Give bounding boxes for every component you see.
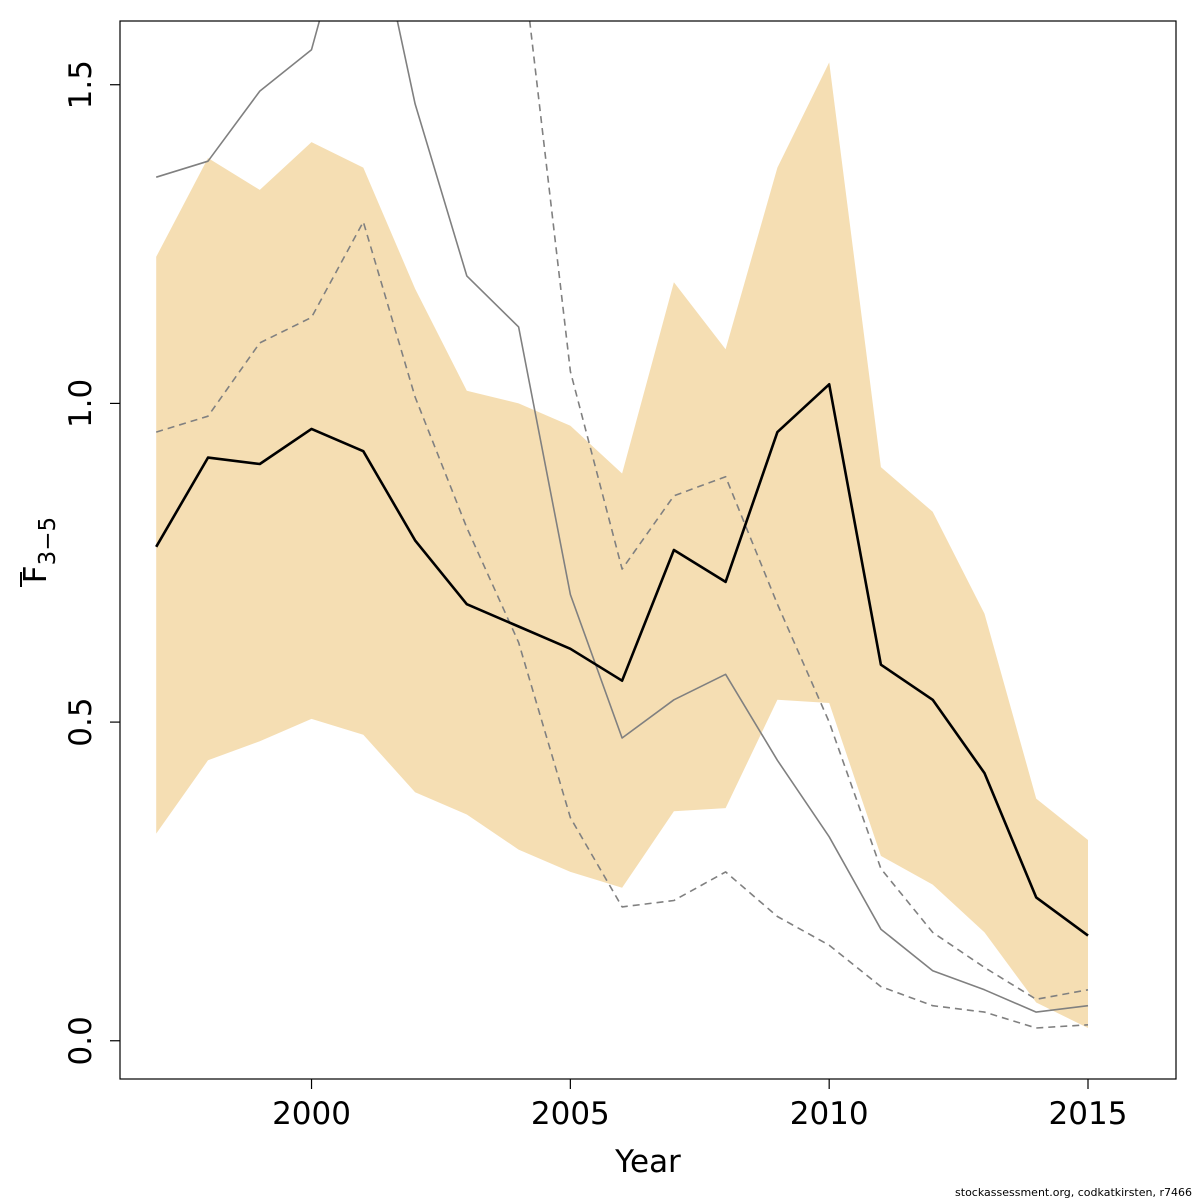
svg-text:F3−5: F3−5	[18, 517, 61, 583]
series-line-estimate	[155, 383, 1089, 937]
y-tick-label: 1.5	[63, 60, 99, 109]
y-axis: 0.0 0.5 1.0 1.5	[63, 60, 120, 1065]
series-line-upper-dashed	[155, 221, 1089, 1029]
y-tick-label: 1.0	[63, 379, 99, 428]
x-tick-label: 2000	[272, 1096, 351, 1132]
band-polygon	[156, 62, 1088, 1028]
x-tick-label: 2015	[1049, 1096, 1128, 1132]
x-tick-label: 2010	[790, 1096, 869, 1132]
series-lines	[155, 21, 1089, 1029]
y-tick-label: 0.5	[63, 697, 99, 746]
credit-text: stockassessment.org, codkatkirsten, r746…	[955, 1186, 1192, 1199]
x-axis-title: Year	[614, 1144, 681, 1180]
x-tick-label: 2005	[531, 1096, 610, 1132]
y-axis-title-subscript: 3−5	[35, 517, 61, 566]
y-axis-title: F3−5	[18, 517, 61, 587]
plot-frame	[119, 20, 1177, 1080]
y-tick-label: 0.0	[63, 1016, 99, 1065]
series-line-lower-dashed	[528, 21, 1089, 1001]
series-line-upper-solid	[155, 21, 1089, 1013]
y-axis-title-main: F	[18, 565, 54, 583]
confidence-band	[156, 62, 1088, 1028]
x-axis: 2000 2005 2010 2015	[272, 1079, 1127, 1132]
